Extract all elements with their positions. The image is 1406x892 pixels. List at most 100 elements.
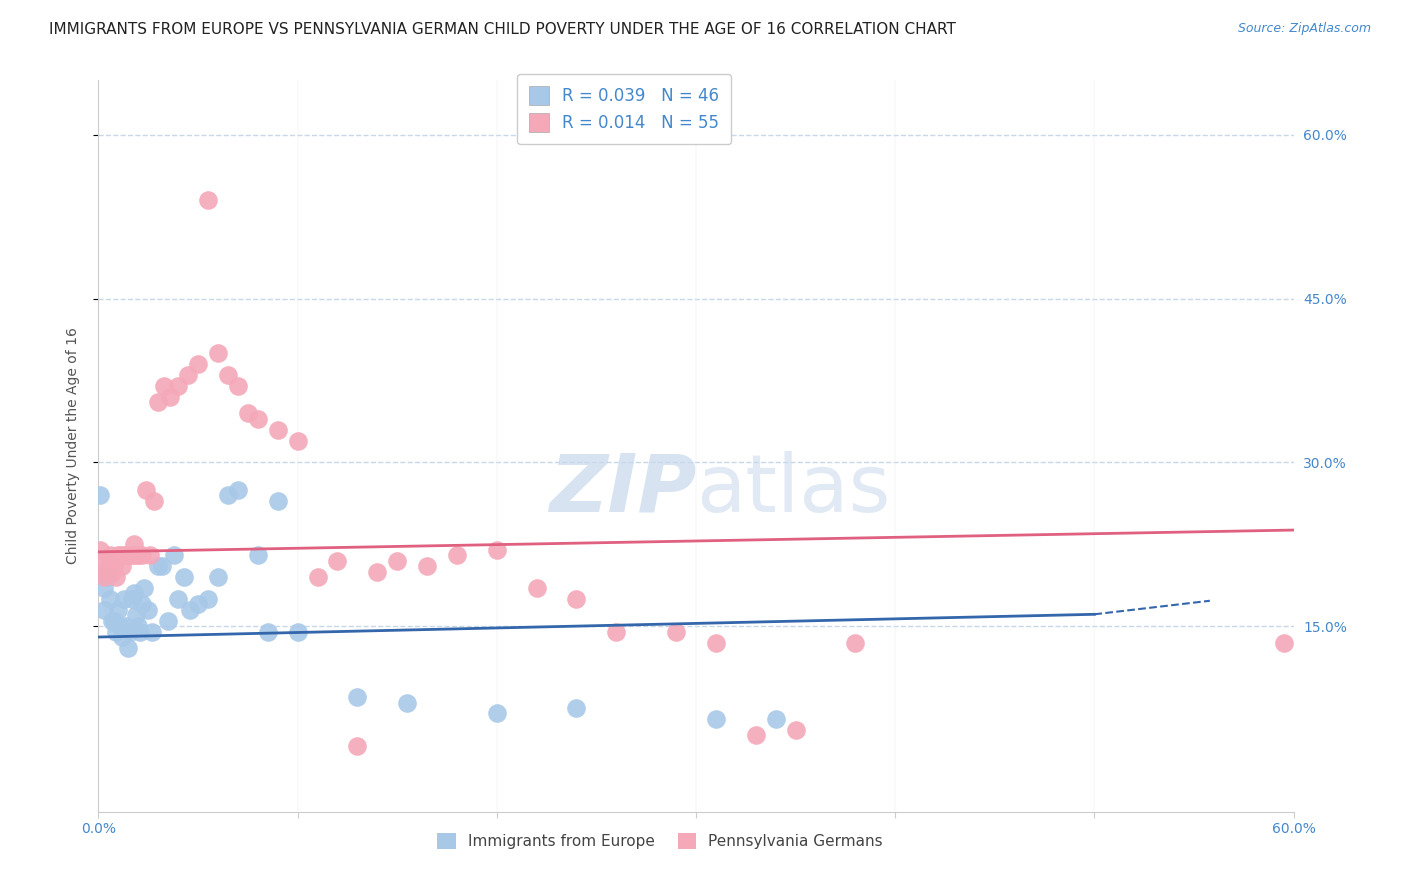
Point: [396, 696, 419, 710]
Point: [111, 559, 134, 574]
Point: [217, 488, 239, 502]
Point: [105, 570, 128, 584]
Legend: Immigrants from Europe, Pennsylvania Germans: Immigrants from Europe, Pennsylvania Ger…: [432, 827, 889, 855]
Point: [139, 548, 162, 562]
Point: [91, 554, 114, 568]
Point: [117, 548, 139, 562]
Point: [124, 586, 146, 600]
Point: [765, 712, 787, 726]
Point: [1272, 635, 1295, 649]
Point: [96, 565, 118, 579]
Point: [366, 565, 388, 579]
Point: [89, 542, 111, 557]
Text: atlas: atlas: [696, 450, 890, 529]
Point: [526, 581, 548, 595]
Point: [111, 630, 134, 644]
Point: [159, 390, 181, 404]
Point: [131, 548, 153, 562]
Point: [485, 706, 508, 721]
Point: [153, 379, 176, 393]
Point: [565, 701, 588, 715]
Point: [125, 548, 148, 562]
Point: [246, 411, 269, 425]
Point: [125, 608, 148, 623]
Point: [103, 559, 125, 574]
Point: [101, 614, 124, 628]
Point: [97, 570, 120, 584]
Point: [256, 624, 278, 639]
Point: [416, 559, 439, 574]
Point: [89, 488, 111, 502]
Point: [115, 619, 138, 633]
Point: [704, 712, 727, 726]
Point: [105, 624, 128, 639]
Point: [124, 537, 146, 551]
Point: [385, 554, 409, 568]
Point: [446, 548, 468, 562]
Point: [112, 548, 135, 562]
Point: [121, 591, 143, 606]
Point: [129, 624, 152, 639]
Point: [98, 548, 122, 562]
Point: [127, 619, 149, 633]
Point: [141, 624, 163, 639]
Point: [93, 603, 115, 617]
Text: ZIP: ZIP: [548, 450, 696, 529]
Point: [97, 559, 120, 574]
Point: [136, 603, 159, 617]
Point: [167, 591, 190, 606]
Point: [246, 548, 269, 562]
Point: [267, 493, 290, 508]
Point: [745, 728, 768, 742]
Y-axis label: Child Poverty Under the Age of 16: Child Poverty Under the Age of 16: [66, 327, 80, 565]
Point: [785, 723, 807, 737]
Point: [217, 368, 239, 382]
Point: [307, 570, 329, 584]
Point: [236, 406, 259, 420]
Point: [565, 591, 588, 606]
Point: [665, 624, 688, 639]
Point: [346, 690, 368, 704]
Point: [112, 591, 135, 606]
Point: [98, 591, 122, 606]
Point: [115, 548, 138, 562]
Point: [187, 597, 209, 611]
Point: [167, 379, 190, 393]
Point: [143, 493, 166, 508]
Point: [127, 548, 149, 562]
Point: [134, 581, 156, 595]
Point: [187, 357, 209, 371]
Point: [93, 581, 115, 595]
Point: [121, 548, 143, 562]
Point: [117, 640, 139, 655]
Point: [101, 565, 124, 579]
Point: [179, 603, 201, 617]
Point: [107, 603, 129, 617]
Point: [131, 597, 153, 611]
Point: [226, 379, 249, 393]
Point: [157, 614, 180, 628]
Point: [150, 559, 173, 574]
Point: [177, 368, 200, 382]
Point: [103, 614, 125, 628]
Point: [110, 548, 132, 562]
Point: [287, 434, 309, 448]
Point: [207, 346, 229, 360]
Point: [110, 619, 132, 633]
Point: [207, 570, 229, 584]
Point: [148, 395, 170, 409]
Point: [135, 483, 157, 497]
Text: Source: ZipAtlas.com: Source: ZipAtlas.com: [1237, 22, 1371, 36]
Point: [346, 739, 368, 754]
Point: [326, 554, 349, 568]
Point: [197, 194, 219, 208]
Point: [287, 624, 309, 639]
Point: [93, 570, 115, 584]
Point: [704, 635, 727, 649]
Point: [485, 542, 508, 557]
Point: [107, 548, 129, 562]
Point: [120, 548, 142, 562]
Point: [226, 483, 249, 497]
Point: [267, 423, 290, 437]
Point: [197, 591, 219, 606]
